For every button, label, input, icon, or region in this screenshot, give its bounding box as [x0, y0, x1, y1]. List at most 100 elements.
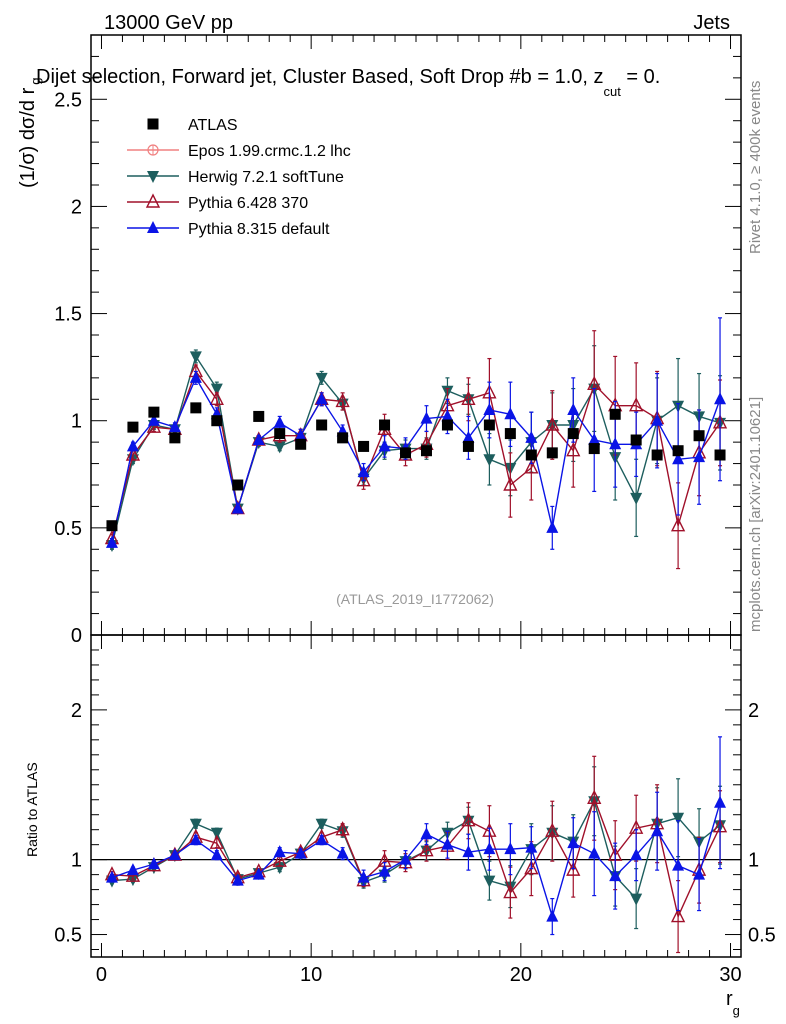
series-line: [111, 354, 721, 546]
data-point-square: [316, 419, 328, 431]
data-point-triangle-up: [189, 370, 202, 383]
data-point-triangle-open: [461, 390, 476, 405]
data-point-triangle-up: [168, 848, 181, 861]
main-series-layer: [104, 317, 728, 570]
data-point-triangle-up: [525, 430, 538, 443]
data-point-triangle-open: [146, 418, 162, 433]
data-point-square: [567, 428, 579, 440]
x-axis-label: rg: [726, 988, 740, 1018]
data-point-triangle-up: [546, 909, 559, 922]
data-point-triangle-open: [587, 789, 602, 804]
data-point-triangle-up: [357, 465, 370, 478]
ratio-series-layer: [104, 736, 728, 954]
data-point-triangle-open: [545, 822, 560, 837]
data-point-square: [190, 402, 202, 414]
data-point-square: [148, 406, 160, 418]
data-point-triangle-open: [335, 821, 350, 836]
data-point-triangle-open: [209, 390, 224, 405]
jets-label: Jets: [693, 12, 730, 34]
data-point-triangle-up: [546, 520, 559, 533]
data-point-square: [588, 443, 600, 455]
data-point-triangle-up: [420, 827, 433, 840]
data-point-triangle-up: [147, 413, 160, 426]
data-point-triangle-up: [126, 439, 139, 452]
data-point-triangle-up: [210, 848, 223, 861]
data-point-triangle-up: [147, 857, 160, 870]
x-tick-label: 30: [719, 964, 741, 986]
data-point-triangle-up: [588, 846, 601, 859]
legend-item: ATLAS: [147, 117, 238, 134]
data-point-triangle-open: [145, 193, 161, 208]
data-point-triangle-down: [147, 171, 159, 183]
legend-label: ATLAS: [188, 117, 238, 134]
data-point-triangle-up: [105, 535, 118, 548]
plot-title-sub: cut: [604, 84, 622, 99]
data-point-triangle-up: [252, 433, 265, 445]
data-point-triangle-up: [189, 833, 202, 846]
data-point-triangle-up: [714, 795, 727, 808]
data-point-square: [106, 520, 118, 532]
data-point-triangle-up: [399, 852, 412, 865]
data-point-triangle-down: [483, 875, 496, 888]
series-atlas: [106, 402, 726, 532]
data-point-triangle-open: [524, 860, 539, 875]
rivet-label: Rivet 4.1.0, ≥ 400k events: [747, 81, 764, 254]
data-point-square: [274, 428, 286, 440]
data-point-triangle-open: [545, 416, 560, 431]
data-point-square: [127, 421, 139, 433]
data-point-triangle-down: [672, 812, 685, 825]
y-tick-label: 1: [71, 850, 82, 872]
analysis-id-label: (ATLAS_2019_I1772062): [336, 591, 494, 607]
data-point-triangle-open: [503, 476, 518, 491]
data-point-square: [169, 432, 181, 444]
y-tick-label-right: 0.5: [748, 925, 776, 947]
plot-title-mid: = 1.0, z: [532, 66, 604, 88]
data-point-square: [504, 428, 516, 440]
energy-label: 13000 GeV pp: [104, 12, 233, 34]
data-point-triangle-up: [672, 452, 685, 465]
mcplots-label: mcplots.cern.ch [arXiv:2401.10621]: [747, 397, 764, 632]
x-tick-label: 20: [510, 964, 532, 986]
data-point-square: [400, 447, 412, 459]
data-point-triangle-up: [462, 845, 475, 858]
data-point-square: [358, 440, 370, 452]
data-point-triangle-open: [272, 852, 287, 867]
y-tick-label-right: 2: [748, 700, 759, 722]
main-y-axis-label-text: (1/σ) dσ/d r: [17, 87, 39, 188]
data-point-triangle-up: [420, 411, 433, 424]
data-point-triangle-up: [630, 848, 643, 861]
data-point-square: [714, 449, 726, 461]
data-point-triangle-open: [524, 459, 539, 474]
data-point-triangle-up: [231, 873, 244, 886]
data-point-triangle-down: [210, 383, 223, 396]
y-tick-label: 1: [71, 411, 82, 433]
data-point-triangle-up: [504, 407, 517, 420]
data-point-square: [630, 434, 642, 446]
data-point-triangle-up: [294, 846, 307, 859]
data-point-triangle-up: [336, 846, 349, 859]
data-point-triangle-up: [483, 842, 496, 855]
data-point-triangle-up: [126, 863, 139, 876]
data-point-triangle-down: [189, 351, 202, 364]
data-point-triangle-open: [356, 472, 371, 487]
data-point-square: [546, 447, 558, 459]
data-point-triangle-open: [419, 842, 434, 857]
data-point-triangle-open: [629, 397, 644, 412]
y-tick-label-right: 1: [748, 850, 759, 872]
data-point-triangle-open: [566, 861, 581, 876]
data-point-triangle-up: [567, 403, 580, 415]
data-point-triangle-down: [315, 372, 328, 385]
series-pythia-8-315-default: [105, 736, 727, 936]
data-point-triangle-down: [315, 818, 328, 831]
data-point-square: [441, 419, 453, 431]
data-point-triangle-up: [273, 845, 286, 858]
data-point-triangle-open: [503, 884, 518, 899]
data-point-triangle-open: [335, 392, 350, 408]
legend-item: Epos 1.99.crmc.1.2 lhc: [127, 143, 351, 160]
x-tick-label: 0: [96, 964, 107, 986]
data-point-triangle-down: [630, 893, 643, 906]
data-point-square: [211, 415, 223, 427]
data-point-triangle-open: [461, 812, 476, 827]
data-point-square: [295, 438, 307, 450]
